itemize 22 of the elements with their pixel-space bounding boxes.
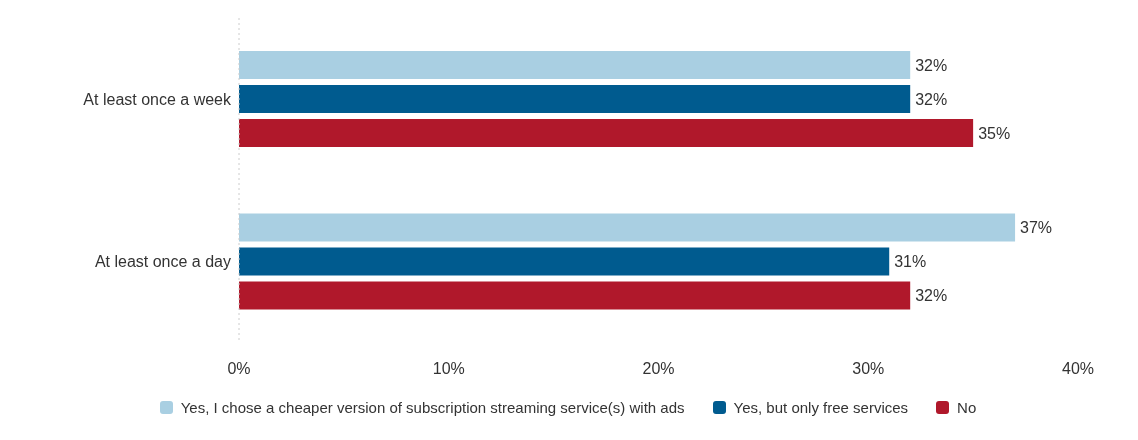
bar xyxy=(239,213,1016,242)
x-tick-label: 40% xyxy=(1061,360,1095,378)
bar xyxy=(239,281,911,310)
data-label: 32% xyxy=(915,90,948,108)
legend-label: Yes, but only free services xyxy=(733,399,909,416)
legend-label: Yes, I chose a cheaper version of subscription streaming service(s) with ads xyxy=(180,399,685,416)
data-label: 35% xyxy=(978,124,1011,142)
y-tick-label: At least once a week xyxy=(83,90,232,108)
bar xyxy=(239,85,911,113)
y-tick-label: At least once a day xyxy=(94,253,231,271)
data-label: 32% xyxy=(915,56,948,74)
legend-label: No xyxy=(957,399,977,416)
data-label: 31% xyxy=(894,253,927,271)
bar xyxy=(239,119,974,147)
data-label: 32% xyxy=(915,287,948,305)
x-tick-label: 20% xyxy=(642,360,675,378)
bar xyxy=(239,51,911,79)
bar xyxy=(239,247,890,276)
x-tick-label: 10% xyxy=(432,360,465,378)
data-label: 37% xyxy=(1020,219,1053,237)
x-tick-label: 0% xyxy=(227,360,251,378)
x-tick-label: 30% xyxy=(852,360,885,378)
